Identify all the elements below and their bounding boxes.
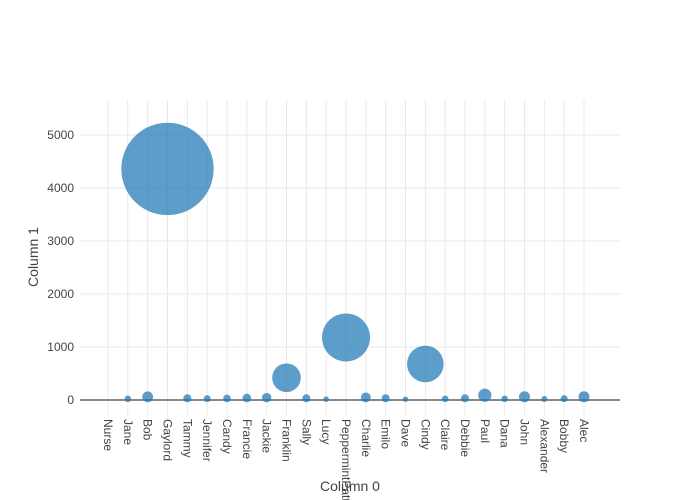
y-tick-label: 0 [67,393,74,407]
x-tick-label: Tammy [180,419,194,458]
data-point-bubble[interactable] [124,395,132,403]
data-point-bubble[interactable] [461,394,469,403]
data-point-bubble[interactable] [441,395,449,403]
x-tick-label: Cindy [418,419,432,450]
data-point-bubble[interactable] [402,396,409,402]
data-point-bubble[interactable] [381,394,390,403]
x-tick-label: Jennifer [200,419,214,462]
x-tick-label: John [518,419,532,445]
data-point-bubble[interactable] [578,391,590,403]
y-tick-label: 3000 [47,234,74,248]
data-point-bubble[interactable] [407,345,444,383]
data-point-bubble[interactable] [223,394,231,403]
data-point-bubble[interactable] [302,394,311,403]
data-point-bubble[interactable] [560,395,568,403]
y-tick-label: 5000 [47,128,74,142]
x-tick-label: Debbie [458,419,472,457]
data-point-bubble[interactable] [541,396,548,403]
x-tick-label: PeppermintPatty [339,419,353,500]
x-tick-label: Bob [141,419,155,441]
x-tick-label: Dave [399,419,413,447]
x-tick-label: Gaylord [161,419,175,461]
x-tick-label: Dana [498,419,512,448]
data-point-bubble[interactable] [360,392,371,403]
data-point-bubble[interactable] [261,392,272,403]
data-point-bubble[interactable] [272,363,301,393]
data-point-bubble[interactable] [323,396,329,402]
x-tick-label: Emilo [379,419,393,449]
data-point-bubble[interactable] [322,313,370,362]
x-tick-label: Charlie [359,419,373,457]
x-tick-label: Francie [240,419,254,459]
x-tick-label: Bobby [557,419,571,453]
x-tick-label: Alec [577,419,591,442]
x-axis-title: Column 0 [320,478,380,494]
x-tick-label: Jackie [260,419,274,453]
x-tick-label: Claire [438,419,452,451]
data-point-bubble[interactable] [142,391,154,403]
data-point-bubble[interactable] [121,122,214,216]
x-tick-label: Franklin [280,419,294,462]
x-tick-label: Paul [478,419,492,443]
x-tick-label: Sally [299,419,313,445]
y-tick-label: 1000 [47,340,74,354]
x-tick-label: Alexander [537,419,551,473]
data-point-bubble[interactable] [203,395,211,403]
x-tick-label: Nurse [101,419,115,451]
data-point-bubble[interactable] [183,394,192,403]
data-point-bubble[interactable] [242,393,252,403]
data-point-bubble[interactable] [519,391,530,403]
y-axis-title: Column 1 [25,227,41,287]
y-tick-label: 4000 [47,181,74,195]
y-tick-label: 2000 [47,287,74,301]
x-tick-label: Jane [121,419,135,445]
data-point-bubble[interactable] [478,388,492,402]
data-point-bubble[interactable] [501,395,508,403]
x-tick-label: Candy [220,419,234,454]
x-tick-label: Lucy [319,419,333,444]
